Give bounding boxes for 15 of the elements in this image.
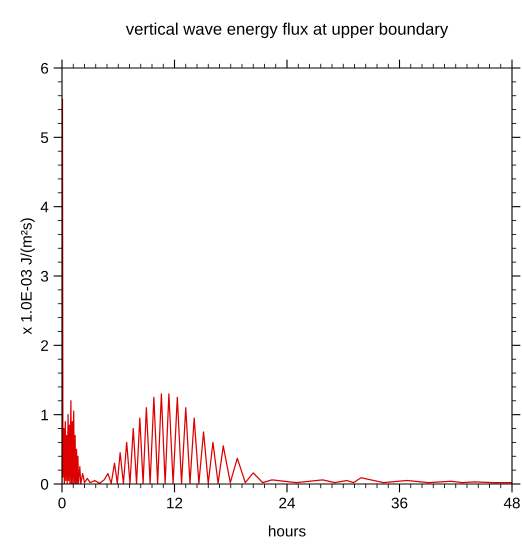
- y-tick-label: 1: [41, 410, 48, 420]
- y-tick-label: 3: [40, 270, 48, 282]
- x-tick-label: 48: [504, 498, 520, 508]
- x-axis-title: hours: [268, 525, 306, 537]
- chart-title: vertical wave energy flux at upper boundary: [126, 22, 448, 38]
- x-tick-label: 0: [58, 498, 66, 508]
- y-axis-title: x 1.0E-03 J/(m²s): [20, 218, 35, 334]
- y-tick-label: 4: [40, 202, 48, 212]
- x-tick-label: 12: [167, 498, 182, 508]
- x-tick-label: 24: [279, 498, 296, 508]
- y-tick-label: 5: [40, 132, 48, 144]
- y-tick-label: 0: [40, 478, 48, 490]
- x-tick-label: 36: [392, 498, 408, 508]
- y-tick-label: 6: [41, 62, 48, 74]
- y-tick-label: 2: [41, 340, 48, 351]
